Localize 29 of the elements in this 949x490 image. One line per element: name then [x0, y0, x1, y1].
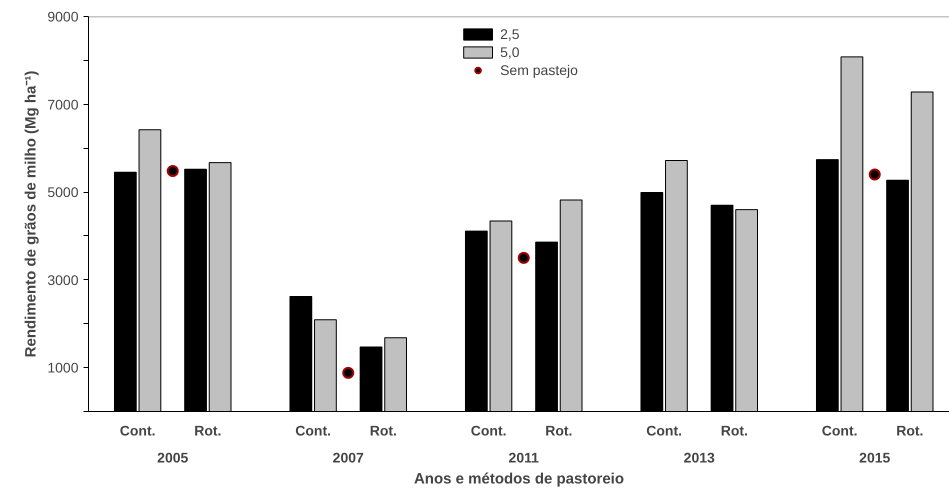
legend-label: 5,0 [500, 44, 520, 60]
text: 2011 [508, 450, 540, 466]
x-tick-label: Cont. [822, 422, 858, 438]
x-tick-label: Cont. [295, 422, 332, 438]
y-tick-label: 3000 [47, 272, 79, 288]
x-tick-label: Cont. [646, 422, 682, 438]
y-tick-label: 5000 [47, 184, 79, 200]
text: 2007 [332, 450, 364, 466]
y-axis-title: Rendimento de grãos de milho (Mg ha⁻¹) [22, 70, 40, 358]
x-axis-title: Anos e métodos de pastoreio [414, 470, 624, 488]
y-tick-label: 1000 [47, 360, 79, 376]
point [868, 168, 881, 180]
legend-label: 2,5 [500, 26, 520, 42]
x-tick-label: Cont. [470, 422, 507, 438]
x-tick-label: Rot. [545, 422, 572, 438]
legend-label: Sem pastejo [500, 62, 578, 78]
point [518, 252, 530, 264]
text: 2013 [684, 450, 716, 466]
x-tick-label: Rot. [194, 422, 222, 438]
point [166, 165, 179, 177]
y-tick-label: 9000 [47, 8, 79, 24]
x-tick-label: Rot. [370, 422, 397, 438]
y-tick-label: 7000 [47, 96, 79, 112]
x-tick-label: Cont. [120, 422, 156, 438]
x-tick-label: Rot. [896, 422, 924, 438]
text: 2015 [859, 450, 891, 466]
point [342, 366, 354, 379]
text: 2005 [157, 450, 189, 466]
x-tick-label: Rot. [720, 422, 748, 438]
